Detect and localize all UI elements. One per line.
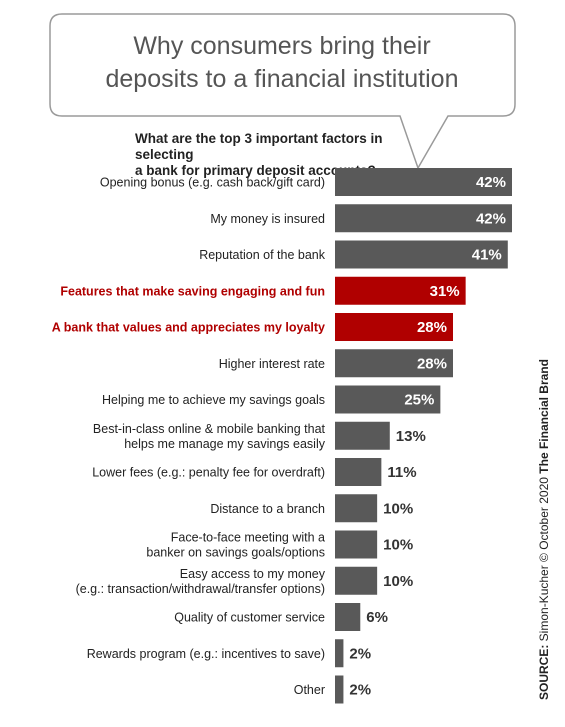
bar-value-label: 28% <box>417 355 447 372</box>
bar <box>335 168 512 196</box>
category-label: Other <box>294 683 325 697</box>
bar <box>335 639 344 668</box>
bar-value-label: 10% <box>383 500 413 517</box>
category-label: Face-to-face meeting with a <box>171 531 325 545</box>
bar-value-label: 10% <box>383 573 413 590</box>
chart-title: Why consumers bring their deposits to a … <box>62 30 502 96</box>
category-label: Reputation of the bank <box>199 248 326 262</box>
category-label: Best-in-class online & mobile banking th… <box>93 422 326 436</box>
bar <box>335 240 508 269</box>
category-label: Lower fees (e.g.: penalty fee for overdr… <box>92 466 325 480</box>
category-label: banker on savings goals/options <box>146 546 325 560</box>
category-label: Helping me to achieve my savings goals <box>102 393 325 407</box>
bar <box>335 458 382 486</box>
source-note: SOURCE: Simon-Kucher © October 2020 The … <box>537 359 551 700</box>
bar-value-label: 10% <box>383 537 413 554</box>
bar <box>335 566 378 595</box>
source-label: SOURCE: <box>537 644 551 700</box>
bar <box>335 530 378 559</box>
bar-value-label: 42% <box>476 174 506 191</box>
bar <box>335 494 378 523</box>
bar <box>335 385 441 414</box>
bar <box>335 603 361 631</box>
category-label: Quality of customer service <box>174 611 325 625</box>
bar <box>335 204 512 233</box>
chart-title-line2: deposits to a financial institution <box>105 65 459 93</box>
chart-title-line1: Why consumers bring their <box>133 32 431 60</box>
category-label: (e.g.: transaction/withdrawal/transfer o… <box>76 582 325 596</box>
bar <box>335 313 453 341</box>
bar <box>335 675 344 704</box>
category-label: Rewards program (e.g.: incentives to sav… <box>87 647 325 661</box>
bar <box>335 421 390 450</box>
category-label: Higher interest rate <box>219 357 325 371</box>
category-label: Easy access to my money <box>180 567 326 581</box>
chart-subtitle: What are the top 3 important factors in … <box>135 131 435 179</box>
source-brand: The Financial Brand <box>537 359 551 474</box>
bar-value-label: 28% <box>417 319 447 336</box>
category-label: Distance to a branch <box>210 502 325 516</box>
bar-value-label: 25% <box>404 392 434 409</box>
category-label: Opening bonus (e.g. cash back/gift card) <box>100 176 325 190</box>
chart-subtitle-line1: What are the top 3 important factors in … <box>135 131 383 162</box>
bar <box>335 349 453 378</box>
category-label: My money is insured <box>210 212 325 226</box>
bar-value-label: 42% <box>476 210 506 227</box>
bar-value-label: 13% <box>396 428 426 445</box>
chart-subtitle-line2: a bank for primary deposit accounts? <box>135 163 376 178</box>
bar <box>335 276 466 305</box>
bar-value-label: 41% <box>472 247 502 264</box>
category-label: Features that make saving engaging and f… <box>60 284 325 298</box>
bar-value-label: 11% <box>387 464 416 481</box>
category-label: helps me manage my savings easily <box>124 437 326 451</box>
bar-value-label: 6% <box>366 609 388 626</box>
bar-value-label: 2% <box>349 682 371 699</box>
category-label: A bank that values and appreciates my lo… <box>52 321 325 335</box>
bar-value-label: 2% <box>349 645 371 662</box>
source-text: Simon-Kucher © October 2020 <box>537 473 551 645</box>
speech-bubble-shape <box>49 13 516 170</box>
bar-value-label: 31% <box>430 283 460 300</box>
